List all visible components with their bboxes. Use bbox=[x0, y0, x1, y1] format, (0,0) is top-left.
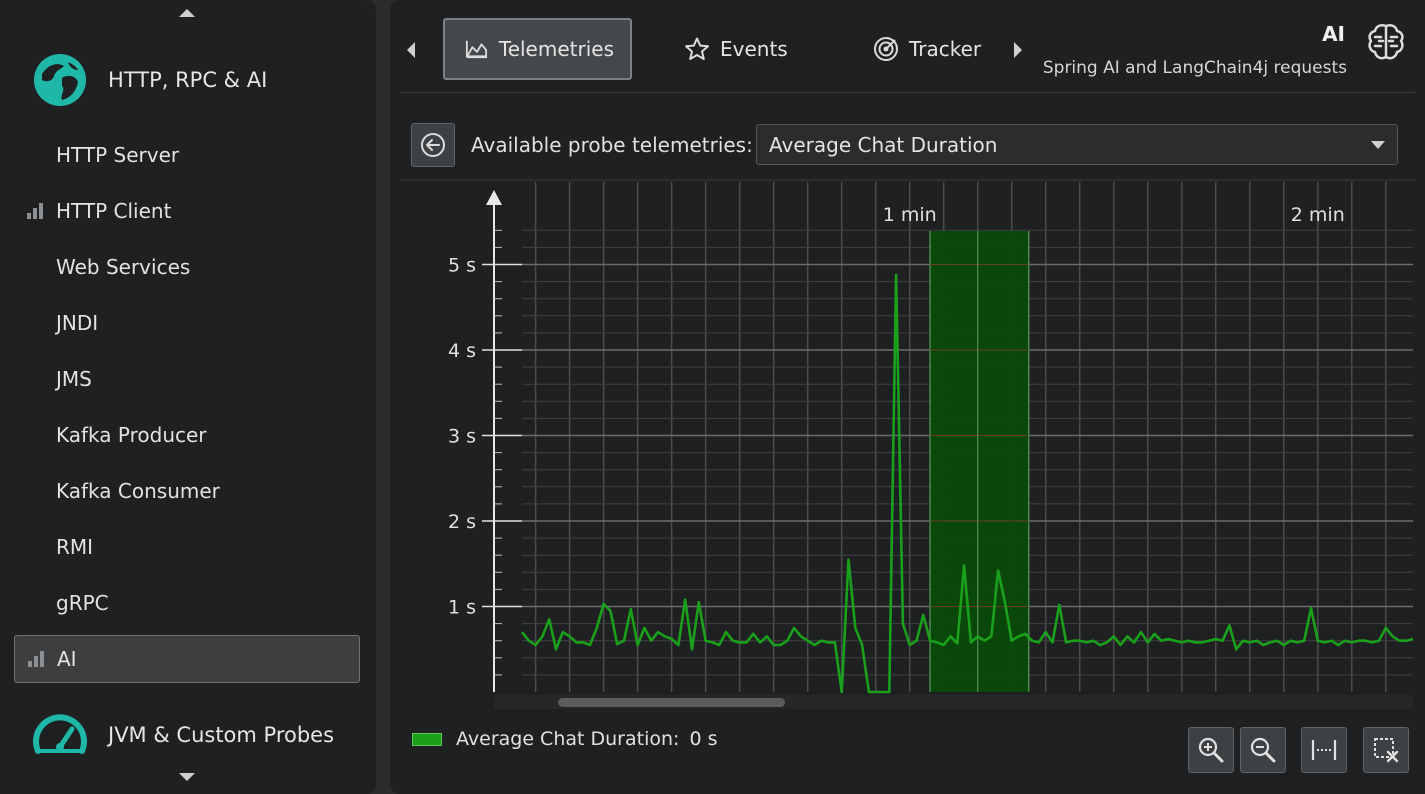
sidebar-item-label: AI bbox=[57, 647, 77, 671]
globe-icon bbox=[34, 54, 86, 106]
sidebar-item-rmi[interactable]: RMI bbox=[14, 524, 360, 570]
signal-bars-icon bbox=[27, 203, 43, 219]
target-icon bbox=[874, 37, 898, 61]
sidebar-item-label: JNDI bbox=[56, 311, 99, 335]
chevron-down-icon bbox=[1371, 141, 1385, 149]
signal-bars-icon bbox=[28, 651, 44, 667]
sidebar-item-jndi[interactable]: JNDI bbox=[14, 300, 360, 346]
sidebar-item-label: gRPC bbox=[56, 591, 109, 615]
x-tick-label: 1 min bbox=[883, 204, 937, 226]
group-label: JVM & Custom Probes bbox=[108, 723, 335, 747]
view-title: AI bbox=[1322, 22, 1345, 46]
zoom-out-button[interactable] bbox=[1240, 727, 1286, 773]
speedometer-icon bbox=[33, 714, 87, 754]
clear-selection-button[interactable] bbox=[1363, 727, 1409, 773]
series-line-average-chat-duration bbox=[520, 273, 1414, 694]
tab-tracker[interactable]: Tracker bbox=[873, 18, 981, 80]
back-button[interactable] bbox=[411, 123, 455, 167]
tab-telemetries[interactable]: Telemetries bbox=[443, 18, 632, 80]
y-tick-label: 5 s bbox=[448, 255, 476, 277]
scroll-down-arrow-icon[interactable] bbox=[179, 773, 195, 781]
selected-time-range[interactable] bbox=[930, 231, 1029, 692]
sidebar-item-http-client[interactable]: HTTP Client bbox=[14, 188, 360, 234]
star-icon bbox=[685, 37, 709, 60]
sidebar-item-label: JMS bbox=[56, 367, 92, 391]
header-divider bbox=[400, 92, 1415, 93]
probe-telemetry-select[interactable]: Average Chat Duration bbox=[756, 124, 1398, 165]
zoom-in-button[interactable] bbox=[1188, 727, 1234, 773]
sidebar: HTTP, RPC & AI HTTP Server HTTP Client W… bbox=[0, 0, 376, 794]
sidebar-item-label: Kafka Consumer bbox=[56, 479, 220, 503]
group-label: HTTP, RPC & AI bbox=[108, 68, 268, 92]
tab-scroll-right-icon[interactable] bbox=[1014, 42, 1022, 58]
tab-label: Telemetries bbox=[498, 37, 614, 61]
clear-selection-icon bbox=[1374, 738, 1399, 763]
sidebar-item-jms[interactable]: JMS bbox=[14, 356, 360, 402]
sidebar-item-label: RMI bbox=[56, 535, 94, 559]
brain-icon bbox=[1368, 23, 1404, 60]
group-header-http-rpc-ai[interactable]: HTTP, RPC & AI bbox=[32, 52, 267, 108]
tab-scroll-left-icon[interactable] bbox=[407, 42, 415, 58]
zoom-out-icon bbox=[1250, 737, 1276, 763]
sidebar-item-label: Kafka Producer bbox=[56, 423, 207, 447]
legend-value: 0 s bbox=[689, 728, 718, 750]
chart-scrollbar-thumb[interactable] bbox=[558, 698, 785, 707]
legend-swatch bbox=[412, 732, 442, 746]
x-tick-label: 2 min bbox=[1291, 204, 1345, 226]
arrow-left-circle-icon bbox=[421, 133, 445, 157]
legend-label: Average Chat Duration: bbox=[456, 728, 680, 750]
sidebar-item-http-server[interactable]: HTTP Server bbox=[14, 132, 360, 178]
y-tick-label: 2 s bbox=[448, 511, 476, 533]
chart-icon bbox=[465, 40, 488, 59]
scroll-up-arrow-icon[interactable] bbox=[179, 9, 195, 17]
tab-label: Tracker bbox=[909, 37, 982, 61]
sidebar-item-label: HTTP Client bbox=[56, 199, 172, 223]
tab-label: Events bbox=[720, 37, 788, 61]
fit-width-icon bbox=[1311, 740, 1337, 760]
zoom-in-icon bbox=[1198, 737, 1224, 763]
fit-width-button[interactable] bbox=[1301, 727, 1347, 773]
y-tick-label: 3 s bbox=[448, 426, 476, 448]
tab-events[interactable]: Events bbox=[684, 18, 788, 80]
sidebar-item-label: HTTP Server bbox=[56, 143, 180, 167]
probe-telemetries-label: Available probe telemetries: bbox=[471, 133, 753, 157]
y-tick-label: 1 s bbox=[448, 597, 476, 619]
main-panel: Telemetries Events Tracker AI Spring AI … bbox=[390, 0, 1425, 794]
sidebar-item-kafka-consumer[interactable]: Kafka Consumer bbox=[14, 468, 360, 514]
group-header-jvm-custom-probes[interactable]: JVM & Custom Probes bbox=[32, 707, 334, 763]
select-value: Average Chat Duration bbox=[769, 133, 998, 157]
telemetry-chart[interactable]: 1 s 2 s 3 s 4 s 5 s 1 min 2 min bbox=[390, 0, 1425, 720]
y-tick-label: 4 s bbox=[448, 340, 476, 362]
sidebar-item-kafka-producer[interactable]: Kafka Producer bbox=[14, 412, 360, 458]
sidebar-item-label: Web Services bbox=[56, 255, 191, 279]
y-axis-arrow-icon bbox=[486, 190, 502, 205]
sidebar-item-grpc[interactable]: gRPC bbox=[14, 580, 360, 626]
chart-legend: Average Chat Duration: 0 s bbox=[412, 728, 717, 750]
sidebar-item-ai[interactable]: AI bbox=[14, 635, 360, 683]
view-subtitle: Spring AI and LangChain4j requests bbox=[1042, 58, 1347, 78]
sidebar-item-web-services[interactable]: Web Services bbox=[14, 244, 360, 290]
